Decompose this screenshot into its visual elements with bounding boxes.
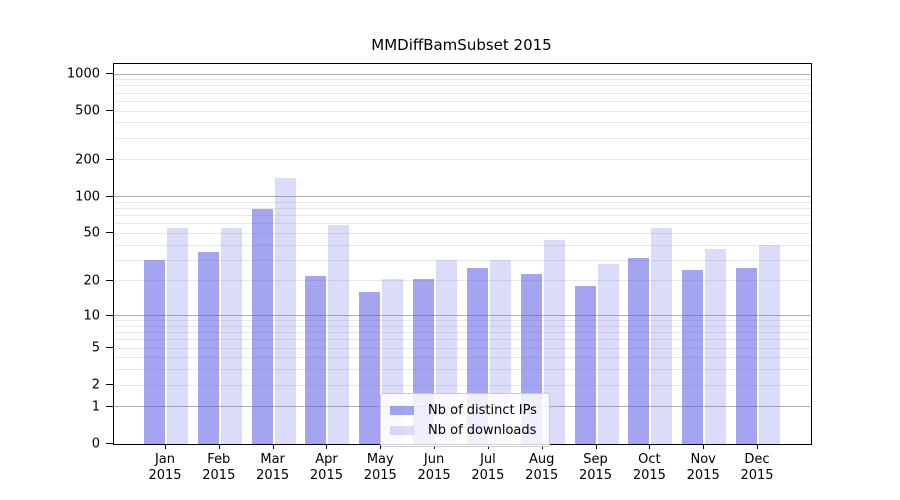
legend-item-downloads: Nb of downloads	[390, 420, 537, 440]
y-tick-label-200: 200	[75, 152, 100, 168]
y-tick-mark-2	[106, 384, 113, 386]
gridline-minor-70	[114, 215, 811, 217]
x-tick-label-mar-2015: Mar 2015	[256, 452, 290, 483]
y-tick-label-5: 5	[91, 340, 100, 356]
legend-swatch-downloads	[390, 425, 414, 435]
y-tick-mark-50	[106, 232, 113, 234]
gridline-major-10	[114, 315, 811, 317]
bar-downloads-nov-2015	[705, 249, 727, 444]
legend: Nb of distinct IPs Nb of downloads	[380, 393, 550, 447]
x-tick-mark-nov-2015	[703, 444, 705, 449]
y-tick-label-1000: 1000	[66, 66, 100, 82]
x-tick-label-nov-2015: Nov 2015	[686, 452, 720, 483]
gridline-minor-60	[114, 223, 811, 225]
gridline-minor-40	[114, 244, 811, 246]
x-tick-mark-jan-2015	[165, 444, 166, 449]
x-tick-mark-dec-2015	[757, 444, 758, 449]
y-tick-label-10: 10	[83, 308, 100, 324]
bar-ips-may-2015	[359, 292, 381, 444]
chart-title: MMDiffBamSubset 2015	[371, 36, 552, 54]
bar-downloads-mar-2015	[274, 177, 296, 444]
bar-downloads-apr-2015	[328, 224, 350, 444]
legend-swatch-distinct-ips	[390, 405, 414, 415]
x-tick-mark-apr-2015	[326, 444, 328, 449]
y-tick-mark-20	[106, 279, 113, 281]
plot-area: Nb of distinct IPs Nb of downloads	[113, 63, 812, 447]
bar-ips-oct-2015	[628, 258, 650, 444]
gridline-minor-500	[114, 110, 811, 112]
bar-ips-nov-2015	[682, 269, 704, 444]
bar-downloads-sep-2015	[597, 263, 619, 444]
gridline-minor-20	[114, 280, 811, 282]
x-tick-label-jan-2015: Jan 2015	[148, 452, 182, 483]
gridline-minor-3	[114, 369, 811, 371]
legend-label-downloads: Nb of downloads	[428, 422, 537, 438]
gridline-minor-800	[114, 85, 811, 87]
x-tick-mark-feb-2015	[218, 444, 220, 449]
gridline-minor-7	[114, 332, 811, 334]
y-tick-label-2: 2	[91, 377, 100, 393]
x-tick-mark-mar-2015	[272, 444, 274, 449]
bar-ips-sep-2015	[574, 286, 596, 444]
gridline-minor-8	[114, 325, 811, 327]
gridline-minor-90	[114, 201, 811, 203]
y-tick-mark-100	[106, 195, 113, 197]
gridline-minor-200	[114, 159, 811, 161]
gridline-major-100	[114, 196, 811, 198]
gridline-minor-6	[114, 339, 811, 341]
y-tick-mark-500	[106, 110, 113, 112]
gridline-minor-80	[114, 208, 811, 210]
x-tick-label-apr-2015: Apr 2015	[309, 452, 343, 483]
gridline-minor-400	[114, 122, 811, 124]
y-tick-label-100: 100	[75, 189, 100, 205]
x-tick-label-may-2015: May 2015	[363, 452, 397, 483]
y-tick-label-500: 500	[75, 103, 100, 119]
gridline-minor-5	[114, 347, 811, 349]
gridline-minor-50	[114, 232, 811, 234]
y-tick-mark-0	[106, 443, 113, 444]
gridline-minor-900	[114, 79, 811, 81]
x-tick-label-sep-2015: Sep 2015	[578, 452, 613, 483]
legend-item-distinct-ips: Nb of distinct IPs	[390, 400, 537, 420]
bar-downloads-oct-2015	[651, 228, 673, 444]
bar-downloads-dec-2015	[759, 245, 780, 444]
y-tick-mark-1	[106, 405, 113, 407]
gridline-minor-600	[114, 100, 811, 102]
y-tick-label-0: 0	[91, 436, 100, 452]
y-tick-label-20: 20	[83, 273, 100, 289]
gridline-minor-4	[114, 357, 811, 359]
bar-downloads-feb-2015	[220, 228, 242, 444]
bar-ips-dec-2015	[736, 267, 757, 444]
x-tick-label-jul-2015: Jul 2015	[471, 452, 505, 483]
x-tick-label-aug-2015: Aug 2015	[525, 452, 559, 483]
gridline-major-1000	[114, 73, 811, 75]
bar-ips-jan-2015	[144, 260, 165, 444]
bar-ips-apr-2015	[305, 276, 327, 444]
x-tick-label-jun-2015: Jun 2015	[417, 452, 451, 483]
y-tick-mark-5	[106, 347, 113, 349]
y-tick-label-50: 50	[83, 225, 100, 241]
gridline-minor-9	[114, 320, 811, 322]
y-tick-label-1: 1	[91, 399, 100, 415]
x-tick-mark-sep-2015	[595, 444, 597, 449]
bar-downloads-jan-2015	[167, 228, 188, 444]
y-tick-mark-200	[106, 158, 113, 160]
bar-ips-mar-2015	[251, 208, 273, 444]
gridline-minor-2	[114, 384, 811, 386]
y-tick-mark-10	[106, 314, 113, 316]
x-tick-label-feb-2015: Feb 2015	[202, 452, 236, 483]
gridline-minor-300	[114, 137, 811, 139]
x-tick-label-oct-2015: Oct 2015	[632, 452, 666, 483]
bar-ips-feb-2015	[197, 252, 219, 444]
x-tick-mark-oct-2015	[649, 444, 651, 449]
legend-label-distinct-ips: Nb of distinct IPs	[428, 402, 537, 418]
gridline-minor-700	[114, 92, 811, 94]
x-tick-label-dec-2015: Dec 2015	[740, 452, 774, 483]
y-tick-mark-1000	[106, 73, 113, 74]
gridline-minor-30	[114, 259, 811, 261]
